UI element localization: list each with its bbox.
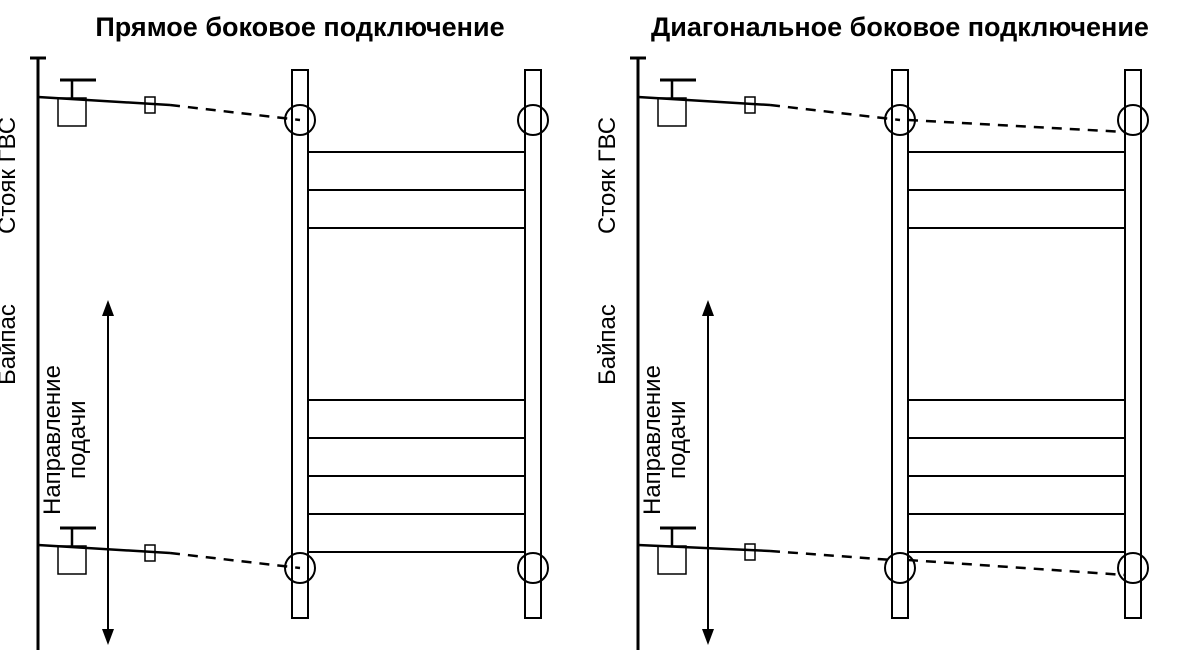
page: Прямое боковое подключение Стояк ГВС Бай… [0,0,1200,665]
panel-direct: Прямое боковое подключение Стояк ГВС Бай… [0,0,600,665]
diagram-direct [0,0,600,665]
diagram-diagonal [600,0,1200,665]
panel-diagonal: Диагональное боковое подключение Стояк Г… [600,0,1200,665]
